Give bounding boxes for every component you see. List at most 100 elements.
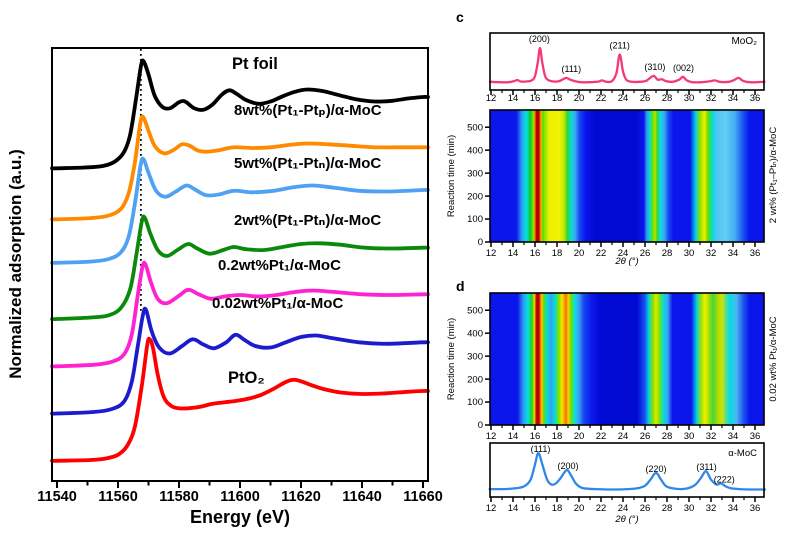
svg-text:20: 20 <box>574 93 585 104</box>
svg-text:30: 30 <box>684 93 695 104</box>
svg-text:34: 34 <box>728 248 739 259</box>
svg-text:32: 32 <box>706 93 717 104</box>
svg-text:(002): (002) <box>673 63 694 73</box>
svg-text:18: 18 <box>552 248 563 259</box>
svg-text:24: 24 <box>618 93 629 104</box>
svg-text:14: 14 <box>508 93 519 104</box>
svg-text:22: 22 <box>596 431 607 442</box>
svg-text:(310): (310) <box>644 62 665 72</box>
svg-text:200: 200 <box>467 191 483 202</box>
curve-label-5wt: 5wt%(Pt₁-Ptₙ)/α-MoC <box>234 155 382 172</box>
heatmap-c-side-label: 2 wt% (Pt₁–Ptₙ)/α-MoC <box>768 126 780 224</box>
svg-text:12: 12 <box>486 431 497 442</box>
svg-text:22: 22 <box>596 93 607 104</box>
svg-text:34: 34 <box>728 431 739 442</box>
svg-text:26: 26 <box>640 93 651 104</box>
svg-text:26: 26 <box>640 503 651 514</box>
svg-text:26: 26 <box>640 431 651 442</box>
svg-text:(222): (222) <box>714 474 735 484</box>
svg-text:32: 32 <box>706 503 717 514</box>
svg-text:36: 36 <box>750 248 761 259</box>
svg-text:24: 24 <box>618 503 629 514</box>
svg-text:(211): (211) <box>610 40 630 50</box>
svg-text:36: 36 <box>750 503 761 514</box>
heatmap-c-x-axis-label: 2θ (°) <box>615 256 639 267</box>
heatmap-c-y-axis-label: Reaction time (min) <box>446 134 458 218</box>
svg-text:18: 18 <box>552 431 563 442</box>
svg-text:0: 0 <box>478 237 483 248</box>
svg-text:(200): (200) <box>557 461 578 471</box>
svg-text:20: 20 <box>574 431 585 442</box>
svg-text:22: 22 <box>596 503 607 514</box>
svg-text:300: 300 <box>467 351 483 362</box>
svg-text:24: 24 <box>618 431 629 442</box>
svg-text:16: 16 <box>530 503 541 514</box>
svg-text:500: 500 <box>467 305 483 316</box>
svg-text:100: 100 <box>467 214 483 225</box>
svg-text:11620: 11620 <box>281 489 321 505</box>
heatmap-d-y-axis-label: Reaction time (min) <box>446 317 458 401</box>
svg-text:14: 14 <box>508 248 519 259</box>
curve-label-0p02wt: 0.02wt%Pt₁/α-MoC <box>212 295 344 312</box>
curve-label-pt-foil: Pt foil <box>232 55 278 73</box>
svg-text:200: 200 <box>467 374 483 385</box>
svg-text:36: 36 <box>750 93 761 104</box>
svg-text:24: 24 <box>618 248 629 259</box>
svg-text:22: 22 <box>596 248 607 259</box>
svg-text:16: 16 <box>530 248 541 259</box>
amoc-x-axis-label: 2θ (°) <box>615 514 639 525</box>
amoc-legend: α-MoC <box>728 448 757 460</box>
svg-text:16: 16 <box>530 93 541 104</box>
svg-text:(220): (220) <box>645 464 666 474</box>
svg-text:20: 20 <box>574 503 585 514</box>
panel-d-letter: d <box>456 278 465 294</box>
svg-text:(200): (200) <box>529 34 550 44</box>
svg-text:26: 26 <box>640 248 651 259</box>
svg-text:20: 20 <box>574 248 585 259</box>
svg-text:34: 34 <box>728 503 739 514</box>
curve-label-0p2wt: 0.2wt%Pt₁/α-MoC <box>218 257 341 274</box>
svg-text:30: 30 <box>684 431 695 442</box>
xanes-x-axis-label: Energy (eV) <box>189 507 291 527</box>
svg-text:12: 12 <box>486 93 497 104</box>
svg-text:32: 32 <box>706 248 717 259</box>
curve-label-8wt: 8wt%(Pt₁-Ptₚ)/α-MoC <box>234 102 382 119</box>
svg-text:34: 34 <box>728 93 739 104</box>
svg-text:100: 100 <box>467 397 483 408</box>
svg-text:30: 30 <box>684 503 695 514</box>
svg-text:11540: 11540 <box>37 489 77 505</box>
svg-text:11600: 11600 <box>220 489 260 505</box>
svg-text:18: 18 <box>552 93 563 104</box>
svg-text:400: 400 <box>467 145 483 156</box>
svg-text:14: 14 <box>508 503 519 514</box>
svg-text:(111): (111) <box>561 64 581 74</box>
xanes-y-axis-label: Normalized adsorption (a.u.) <box>6 149 26 379</box>
svg-text:28: 28 <box>662 431 673 442</box>
svg-text:11560: 11560 <box>98 489 138 505</box>
moo2-legend: MoO₂ <box>731 35 757 47</box>
svg-text:36: 36 <box>750 431 761 442</box>
svg-text:(111): (111) <box>531 444 551 454</box>
heatmap-d-side-label: 0.02 wt% Pt₁/α-MoC <box>768 316 780 402</box>
curve-label-2wt: 2wt%(Pt₁-Ptₙ)/α-MoC <box>234 212 382 229</box>
svg-text:32: 32 <box>706 431 717 442</box>
svg-text:28: 28 <box>662 93 673 104</box>
svg-text:30: 30 <box>684 248 695 259</box>
svg-text:500: 500 <box>467 122 483 133</box>
panel-c-letter: c <box>456 9 464 25</box>
svg-text:14: 14 <box>508 431 519 442</box>
svg-text:300: 300 <box>467 168 483 179</box>
svg-text:400: 400 <box>467 328 483 339</box>
curve-label-pto2: PtO₂ <box>228 369 265 387</box>
svg-text:16: 16 <box>530 431 541 442</box>
svg-text:12: 12 <box>486 248 497 259</box>
svg-text:11580: 11580 <box>159 489 199 505</box>
svg-text:11660: 11660 <box>403 489 443 505</box>
svg-text:28: 28 <box>662 503 673 514</box>
svg-text:12: 12 <box>486 503 497 514</box>
svg-text:(311): (311) <box>696 462 716 472</box>
svg-text:0: 0 <box>478 420 483 431</box>
svg-text:28: 28 <box>662 248 673 259</box>
